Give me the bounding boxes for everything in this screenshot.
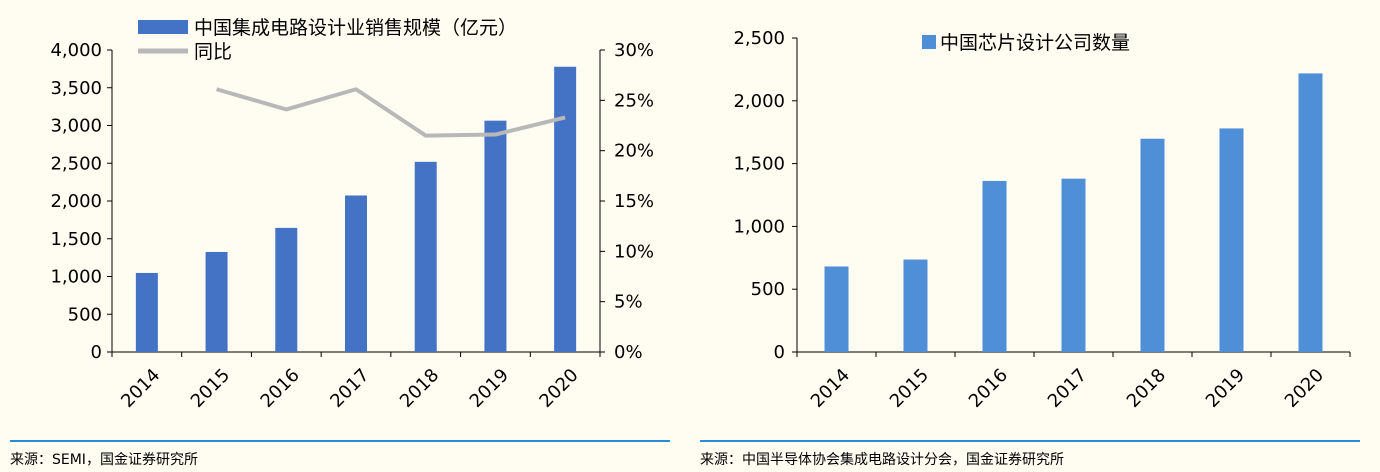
legend-swatch-sales bbox=[138, 20, 188, 34]
y-tick-label: 0 bbox=[774, 342, 785, 363]
y-tick-label: 4,000 bbox=[50, 40, 102, 61]
y-tick-label: 1,000 bbox=[733, 216, 785, 237]
y-tick-label: 1,500 bbox=[733, 154, 785, 175]
bar-2017 bbox=[1061, 178, 1086, 352]
y-tick-label: 3,500 bbox=[50, 78, 102, 99]
legend-label-sales: 中国集成电路设计业销售规模（亿元） bbox=[194, 17, 517, 39]
y2-tick-label: 30% bbox=[614, 40, 654, 61]
y-tick-label: 1,000 bbox=[50, 267, 102, 288]
bar-2015 bbox=[903, 259, 928, 352]
x-tick-label: 2016 bbox=[257, 365, 304, 412]
bar-2019 bbox=[484, 120, 507, 352]
legend-label-yoy: 同比 bbox=[194, 41, 232, 63]
left-source-divider bbox=[10, 440, 670, 442]
y2-tick-label: 5% bbox=[614, 292, 643, 313]
x-tick-label: 2015 bbox=[187, 365, 234, 412]
x-tick-label: 2014 bbox=[117, 365, 164, 412]
x-tick-label: 2017 bbox=[1044, 365, 1091, 412]
y-tick-label: 2,500 bbox=[733, 28, 785, 49]
bar-2015 bbox=[205, 251, 228, 352]
y2-tick-label: 0% bbox=[614, 342, 643, 363]
y-tick-label: 500 bbox=[68, 304, 102, 325]
bar-2018 bbox=[1140, 138, 1165, 352]
x-tick-label: 2018 bbox=[396, 365, 443, 412]
x-tick-label: 2018 bbox=[1123, 365, 1170, 412]
y2-tick-label: 10% bbox=[614, 241, 654, 262]
right-chart: 0 500 1,000 1,500 2,000 2,500 2014 2015 2016 2017… bbox=[733, 28, 1351, 412]
bar-2016 bbox=[275, 227, 298, 352]
left-source-note: 来源：SEMI，国金证券研究所 bbox=[10, 452, 198, 468]
x-tick-label: 2019 bbox=[466, 365, 513, 412]
bar-2020 bbox=[554, 66, 577, 353]
x-tick-label: 2016 bbox=[965, 365, 1012, 412]
bar-2014 bbox=[135, 272, 158, 352]
x-tick-label: 2019 bbox=[1202, 365, 1249, 412]
y-tick-label: 500 bbox=[751, 279, 785, 300]
y2-tick-label: 20% bbox=[614, 141, 654, 162]
bar-2014 bbox=[824, 266, 849, 352]
x-tick-label: 2014 bbox=[807, 365, 854, 412]
bar-2019 bbox=[1219, 128, 1244, 352]
left-chart: 0 500 1,000 1,500 2,000 2,500 3,000 3,500 4,000 0… bbox=[50, 17, 654, 412]
y-tick-label: 2,000 bbox=[50, 191, 102, 212]
bar-2016 bbox=[982, 180, 1007, 352]
bar-2017 bbox=[345, 195, 367, 352]
right-source-note: 来源：中国半导体协会集成电路设计分会，国金证券研究所 bbox=[700, 452, 1064, 468]
legend-label-companies: 中国芯片设计公司数量 bbox=[940, 32, 1130, 54]
y-tick-label: 3,000 bbox=[50, 116, 102, 137]
legend-swatch-companies bbox=[922, 35, 936, 49]
x-tick-label: 2015 bbox=[886, 365, 933, 412]
y-tick-label: 0 bbox=[91, 342, 102, 363]
yoy-line bbox=[216, 87, 566, 138]
y2-tick-label: 15% bbox=[614, 191, 654, 212]
x-tick-label: 2020 bbox=[1281, 365, 1328, 412]
bar-2020 bbox=[1298, 73, 1323, 353]
y-tick-label: 2,500 bbox=[50, 153, 102, 174]
bar-2018 bbox=[414, 161, 437, 352]
right-source-divider bbox=[700, 440, 1360, 442]
x-tick-label: 2017 bbox=[326, 365, 373, 412]
x-tick-label: 2020 bbox=[535, 365, 582, 412]
y-tick-label: 1,500 bbox=[50, 229, 102, 250]
y2-tick-label: 25% bbox=[614, 90, 654, 111]
y-tick-label: 2,000 bbox=[733, 91, 785, 112]
